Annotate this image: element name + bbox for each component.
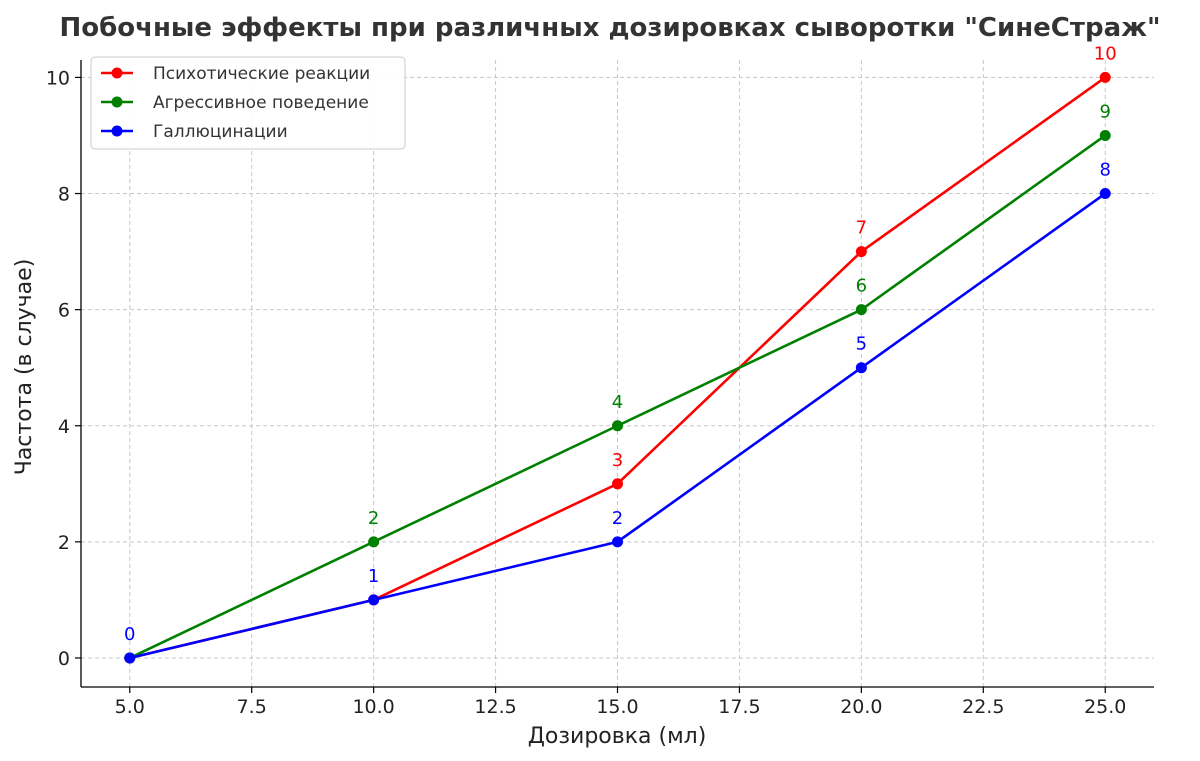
x-tick-label: 20.0 xyxy=(840,696,882,718)
data-label: 9 xyxy=(1100,101,1111,122)
x-tick-label: 15.0 xyxy=(596,696,638,718)
legend-label: Психотические реакции xyxy=(153,64,370,84)
data-point xyxy=(855,246,867,258)
chart-title: Побочные эффекты при различных дозировка… xyxy=(59,13,1160,43)
data-point xyxy=(368,594,380,606)
data-label: 0 xyxy=(124,624,135,645)
data-point xyxy=(612,536,623,548)
plot-area xyxy=(124,71,1111,664)
legend-label: Галлюцинации xyxy=(153,122,288,142)
data-label: 1 xyxy=(368,566,379,587)
x-tick-label: 7.5 xyxy=(237,696,267,718)
data-point xyxy=(1099,129,1111,141)
legend-label: Агрессивное поведение xyxy=(153,93,369,113)
data-point xyxy=(124,652,136,664)
data-label: 8 xyxy=(1100,160,1111,181)
y-tick-label: 8 xyxy=(58,184,70,206)
x-tick-label: 5.0 xyxy=(115,696,145,718)
y-tick-label: 4 xyxy=(58,416,70,438)
y-tick-label: 0 xyxy=(58,648,70,670)
data-point xyxy=(1099,71,1111,83)
x-tick-label: 10.0 xyxy=(352,696,394,718)
axes: 5.0 7.5 10.0 12.5 15.0 17.5 20.0 22.5 25.0 0 2 4 6 8 1… xyxy=(46,60,1154,718)
data-label: 7 xyxy=(856,218,867,239)
data-label: 5 xyxy=(856,334,867,355)
data-label: 10 xyxy=(1094,43,1117,64)
y-tick-label: 6 xyxy=(58,300,70,322)
series-line xyxy=(129,76,1106,660)
x-tick-label: 17.5 xyxy=(718,696,760,718)
data-label: 2 xyxy=(612,508,623,529)
legend-marker xyxy=(111,67,123,79)
legend-marker xyxy=(111,96,123,108)
x-axis-label: Дозировка (мл) xyxy=(528,724,707,749)
y-tick-label: 2 xyxy=(58,532,70,554)
legend-box xyxy=(90,56,406,150)
x-tick-label: 22.5 xyxy=(962,696,1004,718)
y-axis-label: Частота (в случае) xyxy=(12,259,37,476)
y-tick-label: 10 xyxy=(46,67,70,89)
legend: Психотические реакции Агрессивное поведен… xyxy=(90,56,406,150)
data-label: 6 xyxy=(856,276,867,297)
x-tick-label: 12.5 xyxy=(474,696,516,718)
data-point xyxy=(855,362,867,374)
data-point xyxy=(368,536,380,548)
data-point xyxy=(612,478,623,490)
data-labels: 3 7 10 2 4 6 9 0 1 2 5 8 xyxy=(124,43,1117,645)
data-point xyxy=(1099,188,1111,200)
data-point xyxy=(612,420,623,432)
data-point xyxy=(855,304,867,316)
legend-marker xyxy=(111,125,123,137)
grid xyxy=(81,60,1154,687)
data-label: 4 xyxy=(612,392,623,413)
data-label: 2 xyxy=(368,508,379,529)
x-tick-label: 25.0 xyxy=(1084,696,1126,718)
data-label: 3 xyxy=(612,450,623,471)
